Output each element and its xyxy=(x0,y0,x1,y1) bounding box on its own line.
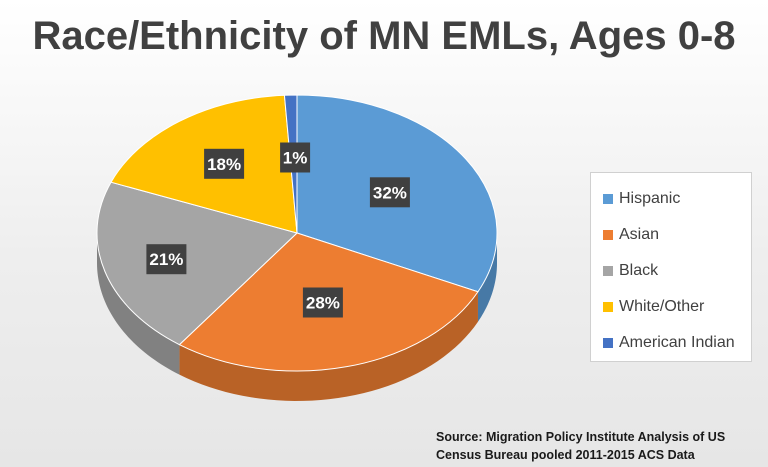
data-label-asian: 28% xyxy=(306,294,340,313)
pie-side-hispanic xyxy=(477,233,497,322)
data-label-box-black xyxy=(146,244,187,275)
data-label-box-american-indian xyxy=(280,142,311,173)
pie-side-black xyxy=(97,233,180,375)
data-label-white-other: 18% xyxy=(207,155,241,174)
data-label-box-white-other xyxy=(204,148,245,179)
pie-side-asian xyxy=(179,291,478,401)
legend-item-hispanic: Hispanic xyxy=(603,181,751,217)
legend-swatch-black xyxy=(603,266,613,276)
data-label-black: 21% xyxy=(149,250,183,269)
legend-swatch-asian xyxy=(603,230,613,240)
data-label-hispanic: 32% xyxy=(373,183,407,202)
legend-item-white-other: White/Other xyxy=(603,289,751,325)
legend-swatch-hispanic xyxy=(603,194,613,204)
legend-label-american-indian: American Indian xyxy=(619,334,735,351)
legend-item-black: Black xyxy=(603,253,751,289)
legend-swatch-american-indian xyxy=(603,338,613,348)
data-label-box-asian xyxy=(302,287,343,318)
legend-swatch-white-other xyxy=(603,302,613,312)
legend-item-american-indian: American Indian xyxy=(603,325,751,361)
legend-label-black: Black xyxy=(619,262,659,279)
legend-label-hispanic: Hispanic xyxy=(619,190,681,207)
source-line-2: Census Bureau pooled 2011-2015 ACS Data xyxy=(436,448,695,462)
chart-title: Race/Ethnicity of MN EMLs, Ages 0-8 xyxy=(32,14,736,58)
pie-slice-black xyxy=(96,181,298,346)
source-line-1: Source: Migration Policy Institute Analy… xyxy=(436,430,726,444)
legend: Hispanic Asian Black White/Other American In… xyxy=(590,172,752,362)
pie-slice-white-other xyxy=(110,94,298,234)
source-note: Source: Migration Policy Institute Analy… xyxy=(436,428,766,464)
legend-label-white-other: White/Other xyxy=(619,298,705,315)
data-label-american-indian: 1% xyxy=(283,149,308,168)
data-label-box-hispanic xyxy=(369,177,410,208)
legend-item-asian: Asian xyxy=(603,217,751,253)
legend-label-asian: Asian xyxy=(619,226,660,243)
